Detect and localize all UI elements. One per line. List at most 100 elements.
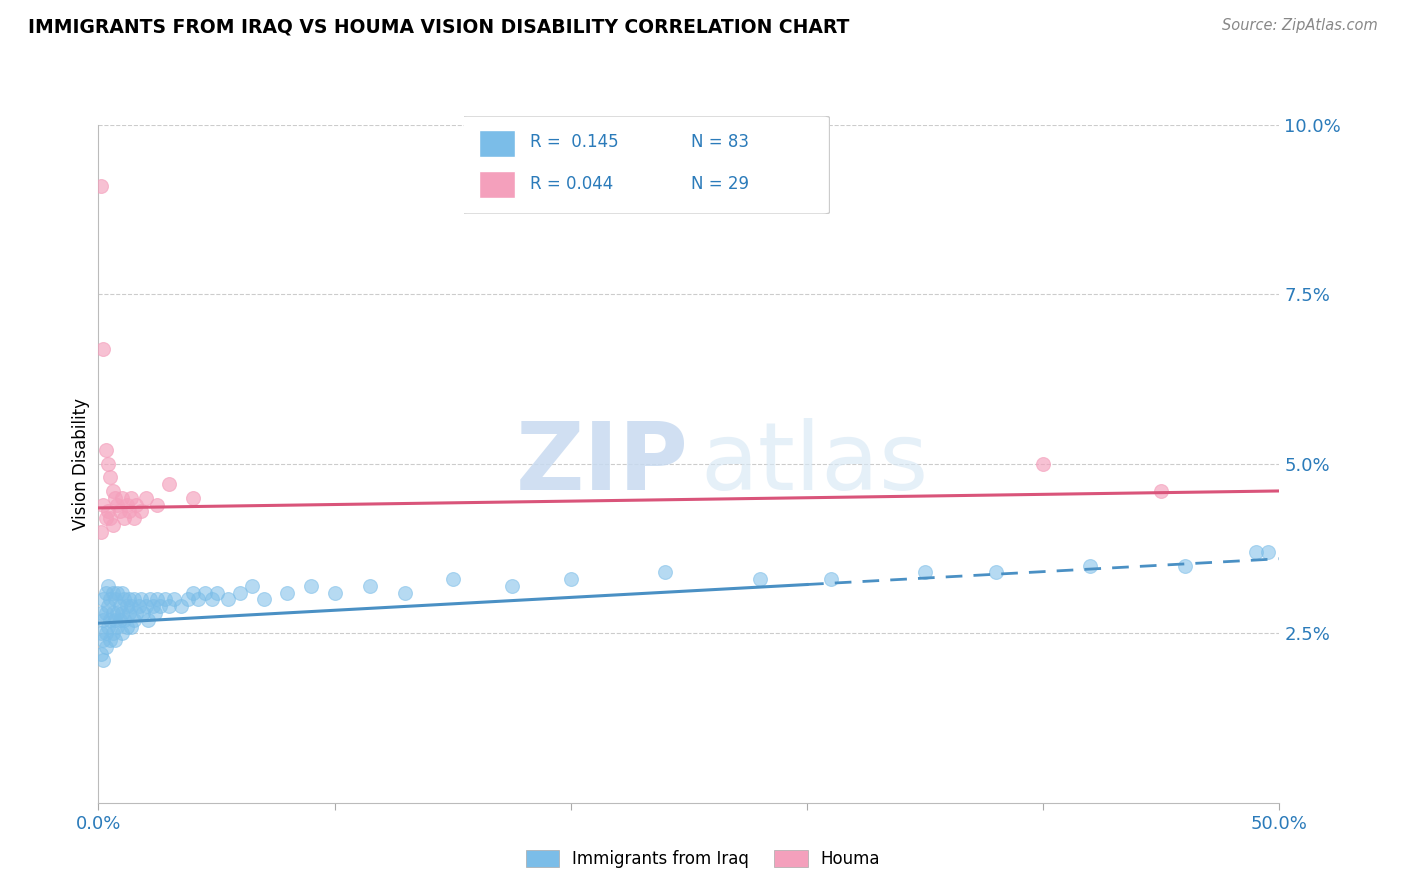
Point: [187, 592, 209, 607]
FancyBboxPatch shape: [460, 116, 830, 214]
Point: [122, 592, 145, 607]
Point: [122, 613, 145, 627]
Point: [105, 585, 128, 599]
Point: [1032, 457, 1054, 471]
Point: [139, 592, 162, 607]
Point: [501, 579, 523, 593]
Point: [91, 498, 114, 512]
Point: [654, 566, 676, 580]
Point: [90, 524, 112, 539]
Text: R =  0.145: R = 0.145: [530, 134, 619, 152]
Point: [146, 592, 169, 607]
Point: [132, 606, 155, 620]
Point: [91, 342, 114, 356]
Point: [201, 592, 224, 607]
Point: [90, 178, 112, 193]
Point: [115, 599, 138, 614]
Point: [1257, 545, 1279, 559]
Point: [323, 585, 346, 599]
Point: [111, 585, 134, 599]
Point: [111, 606, 134, 620]
Point: [94, 640, 117, 654]
Point: [94, 443, 117, 458]
Point: [115, 619, 138, 633]
Point: [157, 599, 180, 614]
Text: IMMIGRANTS FROM IRAQ VS HOUMA VISION DISABILITY CORRELATION CHART: IMMIGRANTS FROM IRAQ VS HOUMA VISION DIS…: [28, 18, 849, 37]
Point: [194, 585, 217, 599]
Point: [98, 613, 121, 627]
Point: [441, 572, 464, 586]
Point: [1174, 558, 1197, 573]
Point: [170, 599, 193, 614]
Point: [157, 477, 180, 491]
Point: [253, 592, 276, 607]
Bar: [478, 171, 515, 198]
Point: [240, 579, 263, 593]
Point: [101, 606, 124, 620]
Point: [394, 585, 416, 599]
Y-axis label: Vision Disability: Vision Disability: [72, 398, 90, 530]
Point: [118, 592, 141, 607]
Point: [94, 606, 117, 620]
Point: [112, 592, 135, 607]
Point: [98, 592, 121, 607]
Point: [91, 592, 114, 607]
Point: [90, 626, 112, 640]
Point: [276, 585, 298, 599]
Point: [129, 504, 152, 518]
Point: [1150, 483, 1173, 498]
Point: [97, 619, 120, 633]
Point: [359, 579, 381, 593]
Point: [153, 592, 176, 607]
Point: [143, 606, 166, 620]
Point: [104, 633, 127, 648]
Point: [97, 599, 120, 614]
Text: Source: ZipAtlas.com: Source: ZipAtlas.com: [1222, 18, 1378, 33]
Point: [984, 566, 1007, 580]
Point: [128, 599, 150, 614]
Point: [94, 585, 117, 599]
Point: [108, 613, 131, 627]
Point: [1080, 558, 1102, 573]
Point: [112, 511, 135, 525]
Point: [748, 572, 770, 586]
Point: [97, 504, 120, 518]
Point: [90, 647, 112, 661]
Point: [1244, 545, 1267, 559]
Point: [142, 599, 165, 614]
Point: [136, 613, 159, 627]
Text: atlas: atlas: [700, 417, 929, 510]
Point: [98, 470, 121, 484]
Point: [146, 498, 169, 512]
Point: [97, 579, 120, 593]
Point: [91, 613, 114, 627]
Point: [177, 592, 200, 607]
Point: [135, 599, 157, 614]
Point: [914, 566, 936, 580]
Point: [205, 585, 228, 599]
Point: [101, 517, 124, 532]
Point: [121, 599, 143, 614]
Legend: Immigrants from Iraq, Houma: Immigrants from Iraq, Houma: [519, 843, 887, 875]
Point: [217, 592, 239, 607]
Point: [94, 511, 117, 525]
Point: [105, 606, 128, 620]
Point: [121, 491, 143, 505]
Point: [101, 585, 124, 599]
Point: [560, 572, 582, 586]
Point: [91, 653, 114, 667]
Point: [101, 626, 124, 640]
Point: [112, 613, 135, 627]
Point: [98, 511, 121, 525]
Point: [98, 633, 121, 648]
Point: [111, 626, 134, 640]
Point: [101, 483, 124, 498]
Point: [820, 572, 842, 586]
Point: [181, 491, 204, 505]
Bar: [478, 129, 515, 157]
Point: [135, 491, 157, 505]
Point: [163, 592, 186, 607]
Point: [104, 491, 127, 505]
Point: [97, 457, 120, 471]
Point: [115, 498, 138, 512]
